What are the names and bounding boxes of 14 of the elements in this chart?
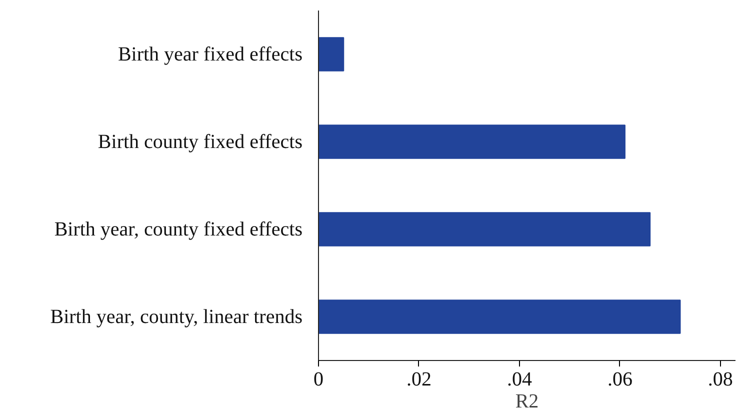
y-tick-label: Birth county fixed effects bbox=[98, 130, 303, 153]
x-tick-label: .04 bbox=[506, 368, 532, 390]
y-tick-label: Birth year, county, linear trends bbox=[50, 306, 303, 328]
y-tick-label: Birth year fixed effects bbox=[118, 43, 303, 66]
y-tick-label: Birth year, county fixed effects bbox=[54, 218, 303, 240]
bar bbox=[318, 300, 681, 334]
x-tick-label: 0 bbox=[314, 368, 324, 390]
x-axis-title: R2 bbox=[515, 390, 539, 412]
x-tick-label: .02 bbox=[406, 368, 432, 390]
bar bbox=[318, 37, 344, 72]
bar bbox=[318, 212, 651, 246]
x-tick-label: .06 bbox=[607, 368, 632, 390]
bar bbox=[318, 124, 626, 159]
x-tick-label: .08 bbox=[708, 368, 733, 390]
